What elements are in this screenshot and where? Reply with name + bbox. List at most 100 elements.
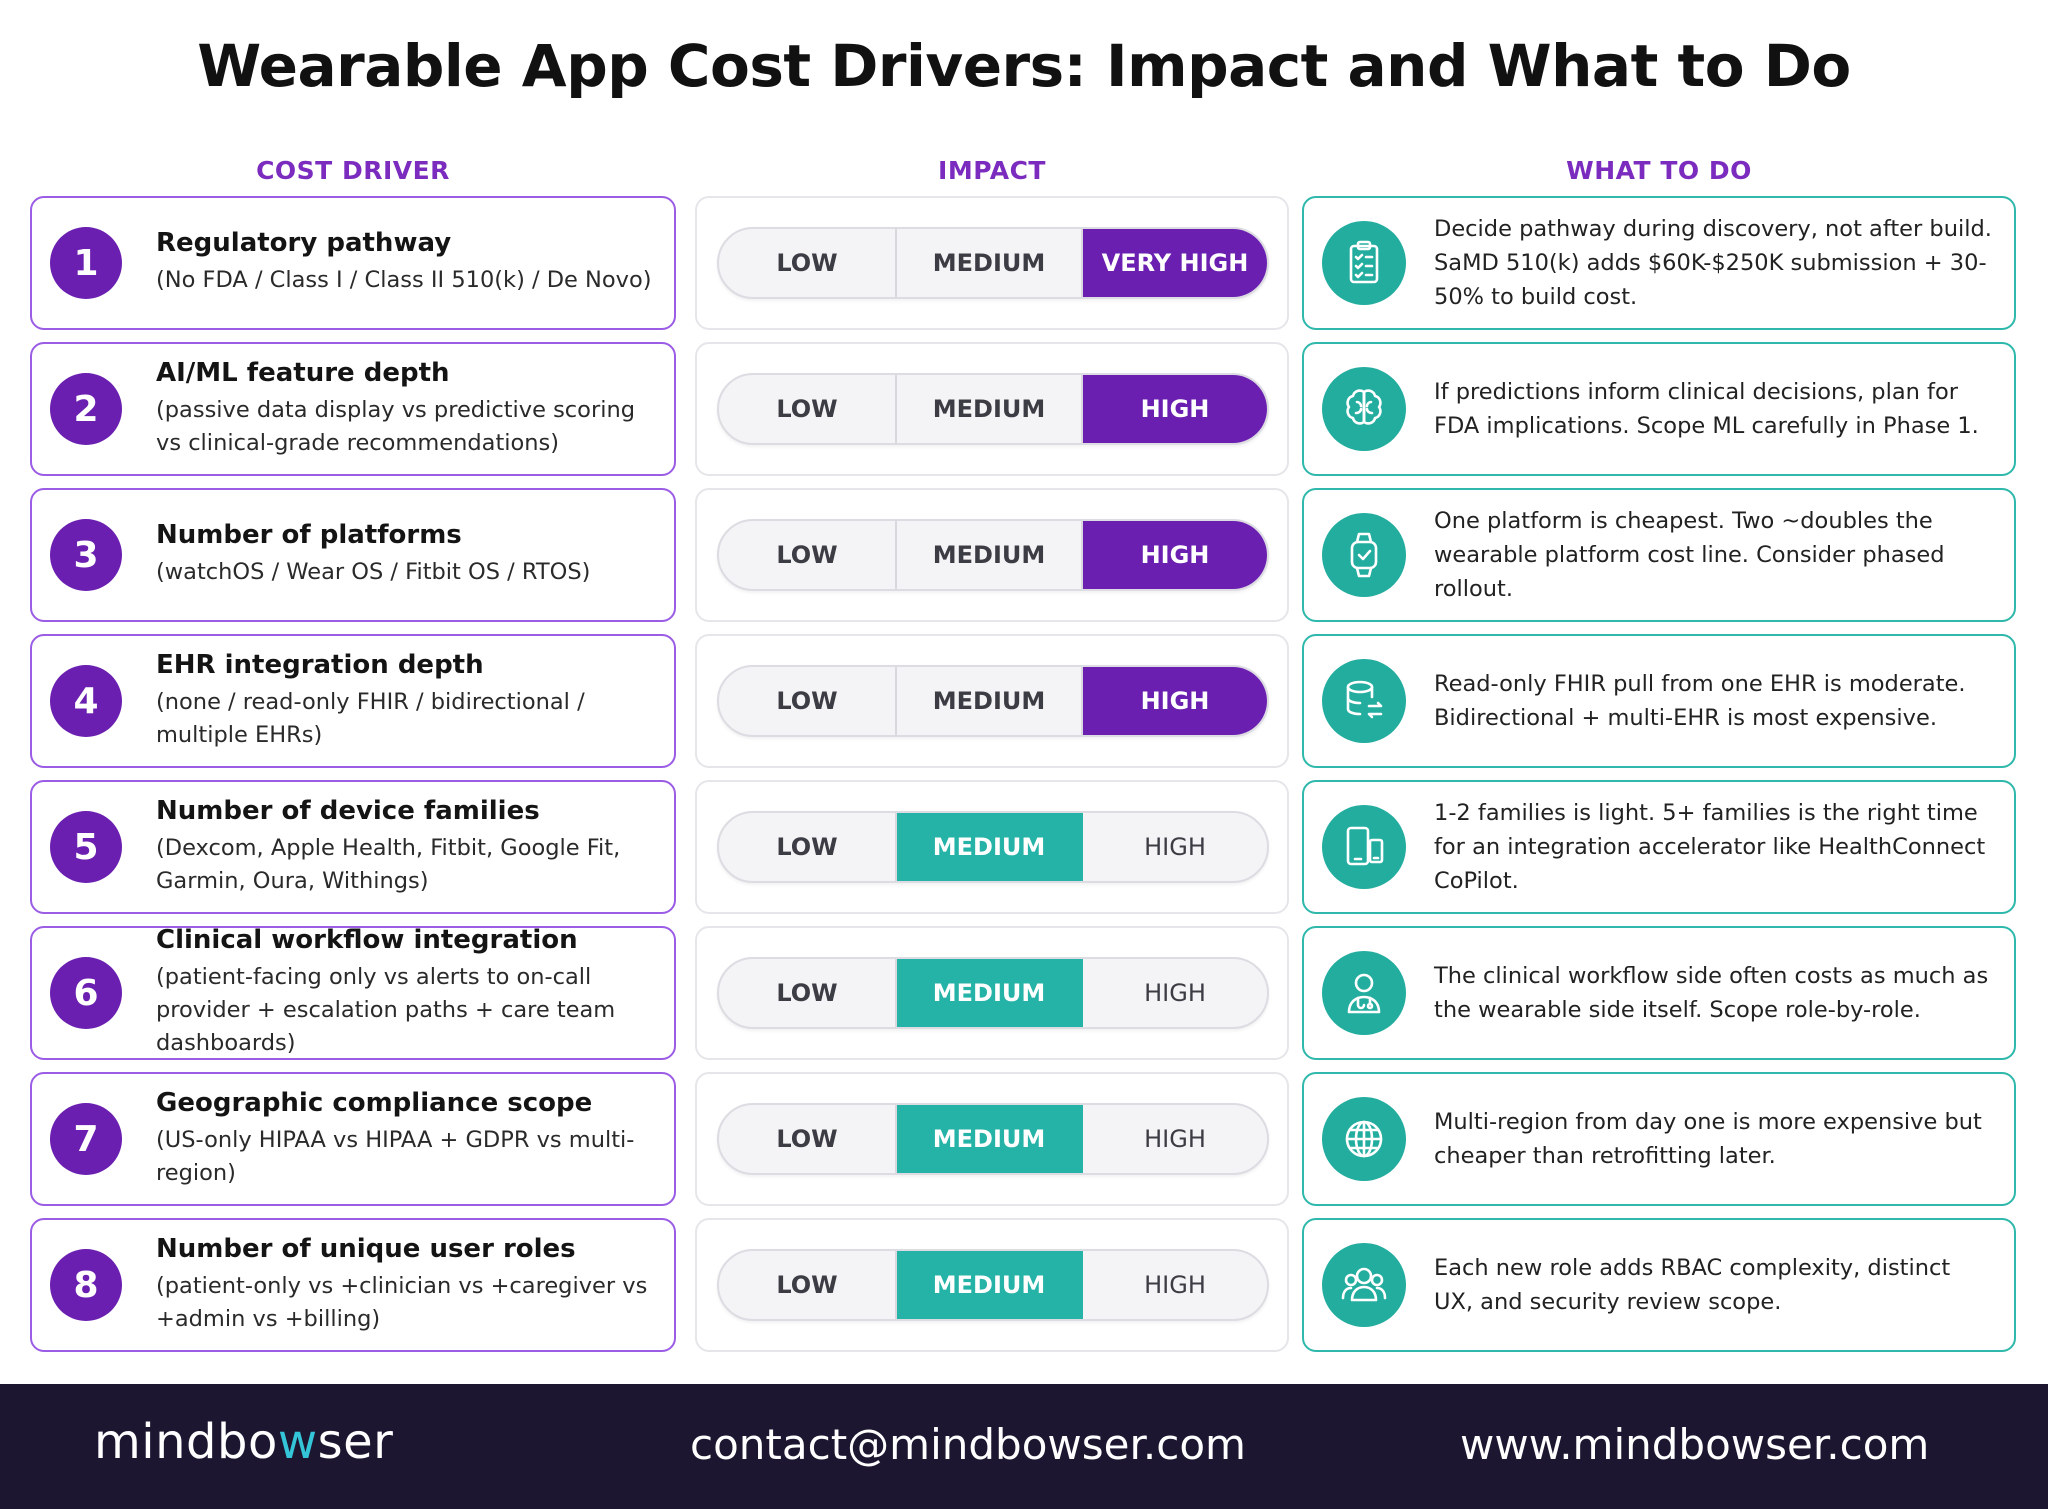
table-row: 1 Regulatory pathway (No FDA / Class I / C… xyxy=(0,196,2048,330)
row-number-badge: 5 xyxy=(50,811,122,883)
cost-driver-text: Number of device families (Dexcom, Apple … xyxy=(156,782,660,911)
impact-medium-segment: MEDIUM xyxy=(897,667,1083,735)
footer: mindbowser contact@mindbowser.com www.mi… xyxy=(0,1384,2048,1509)
impact-low-segment: LOW xyxy=(719,813,897,881)
cost-driver-card: 2 AI/ML feature depth (passive data displa… xyxy=(30,342,676,476)
impact-low-segment: LOW xyxy=(719,229,897,297)
impact-scale: LOW MEDIUM HIGH xyxy=(717,1103,1269,1175)
cost-driver-title: Number of device families xyxy=(156,795,540,826)
impact-medium-segment: MEDIUM xyxy=(897,959,1083,1027)
page-title: Wearable App Cost Drivers: Impact and Wh… xyxy=(197,32,1851,100)
cost-driver-text: Clinical workflow integration (patient-fa… xyxy=(156,925,660,1057)
mindbowser-logo[interactable]: mindbowser xyxy=(94,1414,393,1470)
what-to-do-card: Multi-region from day one is more expens… xyxy=(1302,1072,2016,1206)
impact-medium-segment: MEDIUM xyxy=(897,521,1083,589)
row-number-badge: 3 xyxy=(50,519,122,591)
clinician-icon xyxy=(1322,951,1406,1035)
cost-driver-card: 6 Clinical workflow integration (patient-f… xyxy=(30,925,676,1060)
what-to-do-card: The clinical workflow side often costs a… xyxy=(1302,926,2016,1060)
cost-driver-subtitle: (passive data display vs predictive scor… xyxy=(156,396,635,456)
cost-driver-card: 5 Number of device families (Dexcom, Apple… xyxy=(30,780,676,914)
logo-text-start: mindbo xyxy=(94,1414,278,1470)
row-number-badge: 8 xyxy=(50,1249,122,1321)
impact-scale: LOW MEDIUM HIGH xyxy=(717,665,1269,737)
impact-card: LOW MEDIUM HIGH xyxy=(695,488,1289,622)
brain-icon xyxy=(1322,367,1406,451)
cost-driver-subtitle: (watchOS / Wear OS / Fitbit OS / RTOS) xyxy=(156,559,591,585)
what-to-do-text: The clinical workflow side often costs a… xyxy=(1434,962,1989,1023)
impact-high-segment: HIGH xyxy=(1144,1125,1206,1153)
table-row: 2 AI/ML feature depth (passive data displa… xyxy=(0,342,2048,476)
impact-scale: LOW MEDIUM HIGH xyxy=(717,957,1269,1029)
what-to-do-text: Read-only FHIR pull from one EHR is mode… xyxy=(1434,670,1966,731)
table-row: 6 Clinical workflow integration (patient-f… xyxy=(0,925,2048,1060)
what-to-do-card: If predictions inform clinical decisions… xyxy=(1302,342,2016,476)
impact-low-segment: LOW xyxy=(719,667,897,735)
cost-driver-text: Number of platforms (watchOS / Wear OS / … xyxy=(156,490,660,619)
impact-medium-segment: MEDIUM xyxy=(897,813,1083,881)
logo-text-w: w xyxy=(277,1414,318,1470)
impact-low-segment: LOW xyxy=(719,521,897,589)
cost-driver-title: Geographic compliance scope xyxy=(156,1087,593,1118)
impact-low-segment: LOW xyxy=(719,375,897,443)
row-number-badge: 6 xyxy=(50,957,122,1029)
what-to-do-card: Each new role adds RBAC complexity, dist… xyxy=(1302,1218,2016,1352)
impact-scale: LOW MEDIUM HIGH xyxy=(717,1249,1269,1321)
impact-medium-segment: MEDIUM xyxy=(897,229,1083,297)
table-row: 5 Number of device families (Dexcom, Apple… xyxy=(0,780,2048,914)
what-to-do-text: Each new role adds RBAC complexity, dist… xyxy=(1434,1254,1951,1315)
cost-driver-subtitle: (US-only HIPAA vs HIPAA + GDPR vs multi-… xyxy=(156,1126,635,1186)
what-to-do-text: 1-2 families is light. 5+ families is th… xyxy=(1434,799,1986,894)
impact-high-segment: VERY HIGH xyxy=(1083,229,1267,297)
impact-scale: LOW MEDIUM HIGH xyxy=(717,811,1269,883)
logo-text-end: ser xyxy=(317,1414,394,1470)
column-header-impact: IMPACT xyxy=(938,156,1046,185)
cost-driver-title: Number of platforms xyxy=(156,520,462,550)
impact-medium-segment: MEDIUM xyxy=(897,1105,1083,1173)
cost-driver-card: 8 Number of unique user roles (patient-onl… xyxy=(30,1218,676,1352)
row-number-badge: 2 xyxy=(50,373,122,445)
column-header-what-to-do: WHAT TO DO xyxy=(1566,156,1752,185)
cost-driver-subtitle: (patient-only vs +clinician vs +caregive… xyxy=(156,1272,648,1332)
cost-driver-card: 3 Number of platforms (watchOS / Wear OS /… xyxy=(30,488,676,622)
impact-high-segment: HIGH xyxy=(1083,375,1267,443)
cost-driver-card: 4 EHR integration depth (none / read-only … xyxy=(30,634,676,768)
contact-email-link[interactable]: contact@mindbowser.com xyxy=(690,1420,1246,1469)
impact-low-segment: LOW xyxy=(719,1105,897,1173)
impact-scale: LOW MEDIUM VERY HIGH xyxy=(717,227,1269,299)
impact-scale: LOW MEDIUM HIGH xyxy=(717,519,1269,591)
impact-card: LOW MEDIUM HIGH xyxy=(695,1218,1289,1352)
what-to-do-text: One platform is cheapest. Two ~doubles t… xyxy=(1434,507,1945,602)
impact-low-segment: LOW xyxy=(719,959,897,1027)
table-row: 3 Number of platforms (watchOS / Wear OS /… xyxy=(0,488,2048,622)
impact-high-segment: HIGH xyxy=(1083,667,1267,735)
globe-icon xyxy=(1322,1097,1406,1181)
table-row: 8 Number of unique user roles (patient-onl… xyxy=(0,1218,2048,1352)
clipboard-checklist-icon xyxy=(1322,221,1406,305)
cost-driver-subtitle: (No FDA / Class I / Class II 510(k) / De… xyxy=(156,267,652,293)
what-to-do-text: Decide pathway during discovery, not aft… xyxy=(1434,215,1992,310)
impact-medium-segment: MEDIUM xyxy=(897,1251,1083,1319)
cost-driver-text: Regulatory pathway (No FDA / Class I / Cl… xyxy=(156,198,660,327)
user-group-icon xyxy=(1322,1243,1406,1327)
cost-driver-text: Geographic compliance scope (US-only HIPA… xyxy=(156,1074,660,1203)
row-number-badge: 7 xyxy=(50,1103,122,1175)
impact-card: LOW MEDIUM HIGH xyxy=(695,634,1289,768)
impact-low-segment: LOW xyxy=(719,1251,897,1319)
database-sync-icon xyxy=(1322,659,1406,743)
website-link[interactable]: www.mindbowser.com xyxy=(1460,1420,1930,1469)
what-to-do-card: Read-only FHIR pull from one EHR is mode… xyxy=(1302,634,2016,768)
what-to-do-card: Decide pathway during discovery, not aft… xyxy=(1302,196,2016,330)
impact-card: LOW MEDIUM HIGH xyxy=(695,1072,1289,1206)
impact-card: LOW MEDIUM HIGH xyxy=(695,926,1289,1060)
cost-driver-title: EHR integration depth xyxy=(156,649,484,680)
cost-driver-title: Regulatory pathway xyxy=(156,228,452,258)
cost-driver-text: AI/ML feature depth (passive data display… xyxy=(156,344,660,473)
smartwatch-icon xyxy=(1322,513,1406,597)
what-to-do-text: If predictions inform clinical decisions… xyxy=(1434,378,1979,439)
devices-icon xyxy=(1322,805,1406,889)
what-to-do-card: 1-2 families is light. 5+ families is th… xyxy=(1302,780,2016,914)
row-number-badge: 4 xyxy=(50,665,122,737)
cost-driver-subtitle: (Dexcom, Apple Health, Fitbit, Google Fi… xyxy=(156,834,621,894)
what-to-do-card: One platform is cheapest. Two ~doubles t… xyxy=(1302,488,2016,622)
